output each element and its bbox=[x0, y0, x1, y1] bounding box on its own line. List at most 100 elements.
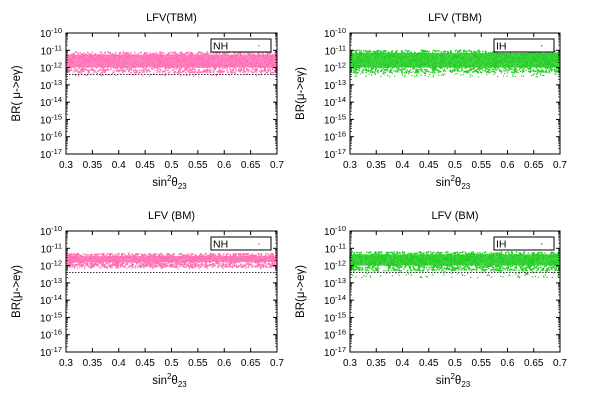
dense-band bbox=[350, 52, 560, 68]
y-axis-label: BR(μ->eγ) bbox=[11, 265, 23, 318]
y-tick-label: 10-14 bbox=[324, 95, 346, 109]
x-tick-label: 0.5 bbox=[448, 358, 462, 369]
legend: NH bbox=[210, 236, 272, 251]
dense-band bbox=[66, 256, 277, 263]
y-tick-label: 10-15 bbox=[40, 112, 62, 126]
dense-band bbox=[66, 54, 277, 68]
y-tick-label: 10-15 bbox=[40, 310, 62, 324]
y-tick-label: 10-16 bbox=[40, 130, 62, 144]
chart-panel-2: LFV (TBM) 10-17 10-16 10-15 10-14 10-13 10-12 1… bbox=[295, 12, 567, 191]
chart-title: LFV (TBM) bbox=[428, 12, 482, 24]
scatter-series-nh bbox=[65, 252, 278, 270]
y-tick-label: 10-12 bbox=[324, 61, 346, 75]
chart-panel-3: LFV (BM) 10-17 10-16 10-15 10-14 10-13 10-12 10… bbox=[11, 210, 284, 389]
y-tick-label: 10-11 bbox=[41, 241, 62, 255]
y-tick-label: 10-14 bbox=[324, 293, 346, 307]
y-tick-label: 10-17 bbox=[40, 147, 62, 161]
y-tick-label: 10-10 bbox=[40, 224, 62, 238]
legend-box bbox=[493, 38, 555, 53]
y-axis-label: BR(μ->eγ) bbox=[295, 265, 307, 318]
x-tick-label: 0.45 bbox=[419, 160, 439, 171]
x-tick-label: 0.4 bbox=[396, 358, 410, 369]
x-tick-label: 0.4 bbox=[112, 358, 126, 369]
y-axis-label: BR( μ->eγ) bbox=[11, 65, 23, 121]
x-tick-label: 0.6 bbox=[501, 160, 515, 171]
scatter-series-ih bbox=[349, 49, 561, 78]
scatter-series-nh bbox=[65, 51, 278, 77]
x-tick-label: 0.3 bbox=[343, 358, 357, 369]
x-tick-label: 0.7 bbox=[553, 358, 567, 369]
x-tick-label: 0.5 bbox=[165, 160, 179, 171]
chart-panel-4: LFV (BM) 10-17 10-16 10-15 10-14 10-13 10-12 10… bbox=[295, 210, 567, 389]
x-tick-label: 0.3 bbox=[343, 160, 357, 171]
x-axis-label: sin2θ23 bbox=[436, 174, 471, 191]
x-tick-label: 0.35 bbox=[367, 160, 387, 171]
y-tick-label: 10-17 bbox=[324, 147, 346, 161]
x-tick-label: 0.55 bbox=[188, 358, 208, 369]
x-tick-label: 0.5 bbox=[165, 358, 179, 369]
x-tick-label: 0.35 bbox=[83, 160, 103, 171]
x-tick-label: 0.65 bbox=[524, 358, 544, 369]
y-tick-label: 10-14 bbox=[40, 293, 62, 307]
chart-title: LFV (BM) bbox=[148, 210, 195, 222]
x-tick-label: 0.65 bbox=[524, 160, 544, 171]
x-tick-label: 0.7 bbox=[553, 160, 567, 171]
legend-label: NH bbox=[213, 239, 228, 251]
x-tick-label: 0.3 bbox=[59, 358, 73, 369]
chart-title: LFV (BM) bbox=[431, 210, 478, 222]
x-axis-label: sin2θ23 bbox=[152, 174, 187, 191]
y-tick-label: 10-16 bbox=[40, 328, 62, 342]
x-tick-label: 0.35 bbox=[367, 358, 387, 369]
chart-panel-1: LFV(TBM) 10-17 10-16 10-15 10-14 10-13 10-12 10… bbox=[11, 12, 284, 191]
x-axis-label: sin2θ23 bbox=[436, 372, 471, 389]
y-tick-label: 10-14 bbox=[40, 95, 62, 109]
x-tick-label: 0.55 bbox=[188, 160, 208, 171]
x-axis-label: sin2θ23 bbox=[152, 372, 187, 389]
x-tick-label: 0.6 bbox=[217, 160, 231, 171]
x-tick-label: 0.4 bbox=[112, 160, 126, 171]
y-tick-label: 10-17 bbox=[40, 345, 62, 359]
legend-box bbox=[210, 38, 272, 53]
legend-label: IH bbox=[496, 41, 507, 53]
legend-marker bbox=[258, 243, 260, 245]
x-tick-label: 0.45 bbox=[135, 160, 155, 171]
legend-marker bbox=[541, 243, 543, 245]
chart-title: LFV(TBM) bbox=[146, 12, 197, 24]
y-tick-label: 10-13 bbox=[40, 78, 62, 92]
y-tick-label: 10-13 bbox=[324, 276, 346, 290]
y-tick-label: 10-16 bbox=[324, 130, 346, 144]
x-tick-label: 0.3 bbox=[59, 160, 73, 171]
x-tick-label: 0.5 bbox=[448, 160, 462, 171]
x-tick-label: 0.6 bbox=[501, 358, 515, 369]
legend: IH bbox=[493, 38, 555, 53]
legend-label: NH bbox=[213, 41, 228, 53]
x-tick-label: 0.35 bbox=[83, 358, 103, 369]
y-tick-label: 10-13 bbox=[324, 78, 346, 92]
legend-box bbox=[493, 236, 555, 251]
y-tick-label: 10-16 bbox=[324, 328, 346, 342]
y-tick-label: 10-13 bbox=[40, 276, 62, 290]
y-tick-label: 10-10 bbox=[324, 224, 346, 238]
legend-box bbox=[210, 236, 272, 251]
x-tick-label: 0.45 bbox=[419, 358, 439, 369]
x-tick-label: 0.6 bbox=[217, 358, 231, 369]
legend-marker bbox=[258, 45, 260, 47]
y-tick-label: 10-17 bbox=[324, 345, 346, 359]
y-tick-label: 10-15 bbox=[324, 112, 346, 126]
x-tick-label: 0.65 bbox=[241, 160, 261, 171]
legend: NH bbox=[210, 38, 272, 53]
y-tick-label: 10-12 bbox=[40, 259, 62, 273]
legend-marker bbox=[541, 45, 543, 47]
y-tick-label: 10-10 bbox=[40, 26, 62, 40]
y-tick-label: 10-11 bbox=[41, 43, 62, 57]
x-tick-label: 0.7 bbox=[270, 160, 284, 171]
x-tick-label: 0.65 bbox=[241, 358, 261, 369]
x-tick-label: 0.7 bbox=[270, 358, 284, 369]
y-tick-label: 10-12 bbox=[40, 61, 62, 75]
x-tick-label: 0.4 bbox=[396, 160, 410, 171]
x-tick-label: 0.55 bbox=[472, 358, 492, 369]
legend: IH bbox=[493, 236, 555, 251]
x-tick-label: 0.45 bbox=[135, 358, 155, 369]
y-tick-label: 10-11 bbox=[325, 43, 346, 57]
